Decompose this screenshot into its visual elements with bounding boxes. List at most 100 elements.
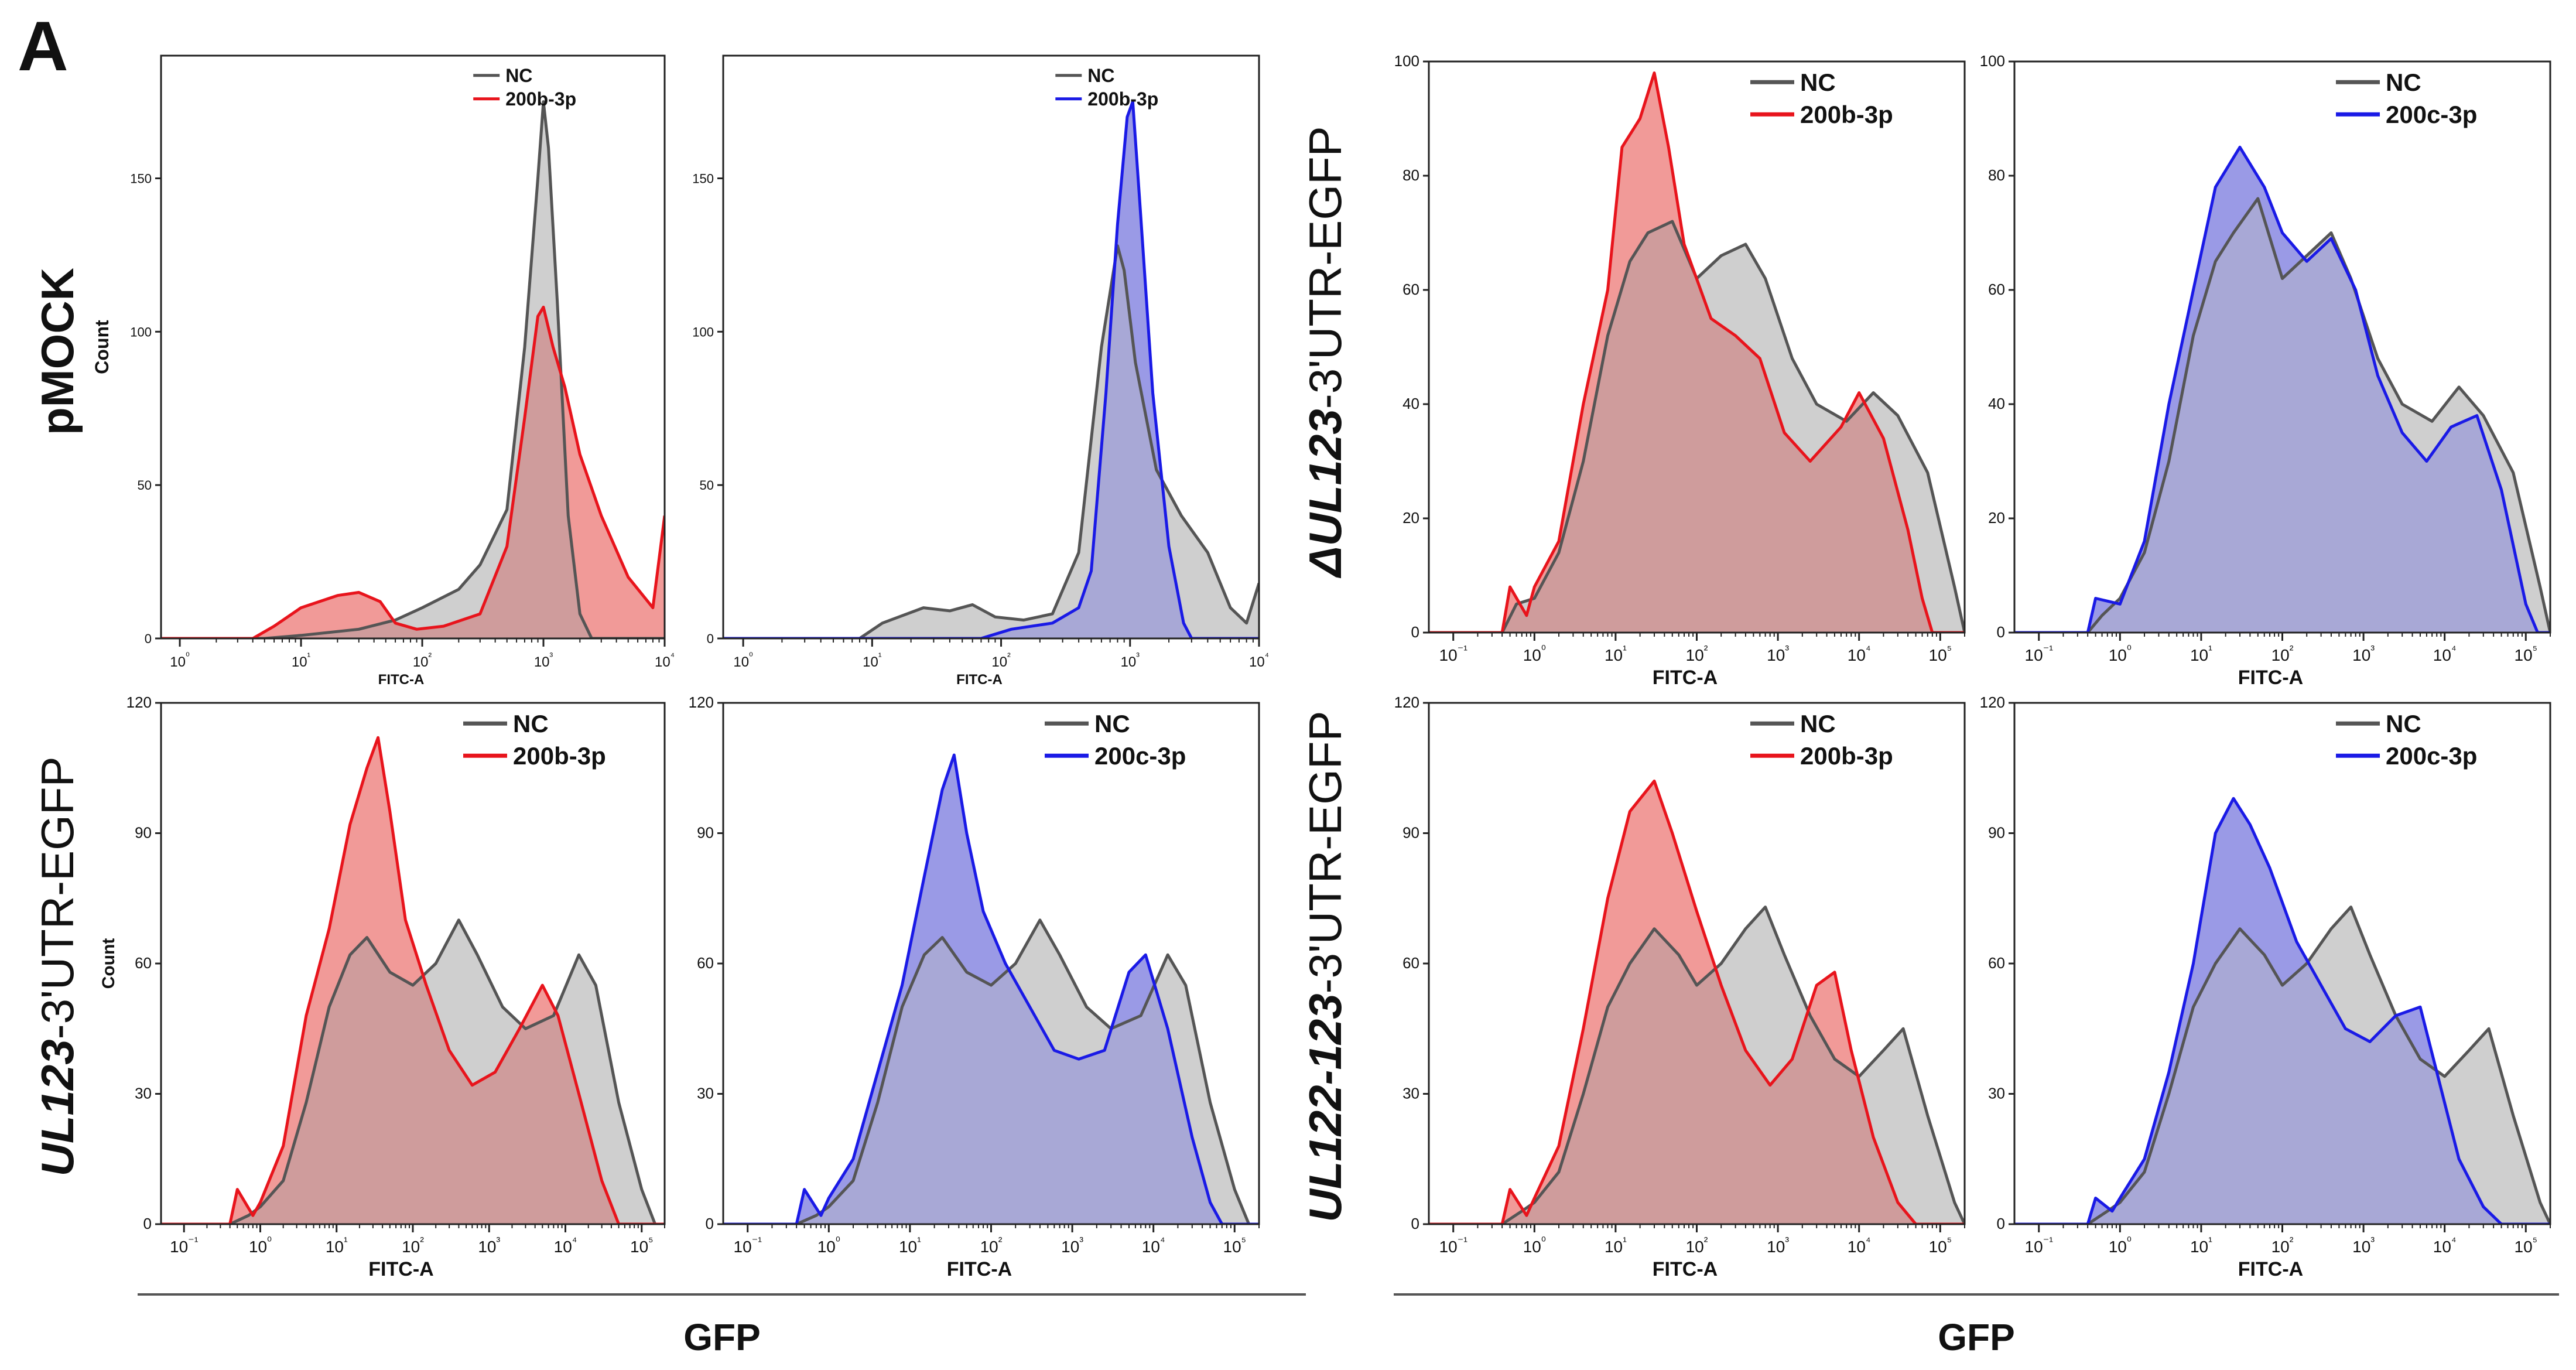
y-tick-label: 60	[697, 954, 714, 972]
x-tick-label: 10⁻¹	[2025, 1235, 2054, 1256]
y-tick-label: 0	[1411, 1215, 1419, 1232]
legend-label-treatment: 200c-3p	[1094, 742, 1186, 770]
x-tick-label: 10³	[478, 1235, 500, 1256]
x-tick-label: 10⁻¹	[2025, 644, 2054, 664]
y-tick-label: 0	[145, 631, 152, 646]
legend-label-treatment: 200b-3p	[1087, 88, 1158, 110]
y-tick-label: 0	[1997, 623, 2005, 641]
y-tick-label: 100	[130, 324, 152, 339]
plot-area	[161, 100, 665, 638]
legend-label-nc: NC	[1094, 710, 1130, 737]
y-tick-label: 120	[126, 693, 152, 711]
y-tick-label: 0	[706, 1215, 714, 1232]
x-tick-label: 10⁴	[1249, 651, 1269, 670]
x-axis-label: FITC-A	[1653, 667, 1718, 689]
x-axis-label: FITC-A	[947, 1258, 1012, 1280]
legend-label-nc: NC	[1800, 710, 1836, 737]
x-tick-label: 10²	[991, 651, 1011, 670]
x-tick-label: 10⁵	[1223, 1235, 1246, 1256]
x-tick-label: 10²	[413, 651, 432, 670]
y-tick-label: 60	[1402, 281, 1419, 298]
x-tick-label: 10⁵	[630, 1235, 653, 1256]
histogram-p8: 0 30 60 90 120 10⁻¹ 10⁰ 10¹ 10² 10³ 10⁴ 10⁵ FITC-A NC…	[1980, 693, 2551, 1280]
x-tick-label: 10⁰	[2109, 1235, 2132, 1256]
treatment-line	[161, 736, 665, 1224]
y-tick-label: 100	[692, 324, 714, 339]
x-tick-label: 10⁴	[554, 1235, 577, 1256]
nc-area	[723, 245, 1259, 638]
overlap-area	[2014, 907, 2550, 1224]
y-tick-label: 60	[1402, 954, 1419, 972]
y-tick-label: 100	[1394, 52, 1419, 70]
x-tick-label: 10⁰	[817, 1235, 840, 1256]
y-tick-label: 120	[689, 693, 714, 711]
row-label-main: UL122-123	[1299, 993, 1351, 1222]
treatment-line	[2014, 797, 2550, 1224]
x-tick-label: 10³	[2352, 1235, 2375, 1256]
overlap-area	[161, 307, 665, 638]
y-tick-label: 90	[135, 824, 152, 842]
x-group-label-right: GFP	[1938, 1316, 2015, 1358]
x-tick-label: 10³	[1767, 644, 1789, 664]
nc-line	[1429, 906, 1965, 1224]
y-tick-label: 20	[1988, 509, 2005, 527]
legend-label-nc: NC	[1800, 69, 1836, 96]
x-tick-label: 10¹	[899, 1235, 921, 1256]
x-tick-label: 10¹	[326, 1235, 348, 1256]
plot-area	[161, 736, 665, 1224]
x-tick-label: 10³	[2352, 644, 2375, 664]
y-tick-label: 90	[1988, 824, 2005, 842]
row-label-main: ΔUL123	[1299, 409, 1351, 578]
y-tick-label: 80	[1402, 166, 1419, 184]
x-tick-label: 10³	[1121, 651, 1140, 670]
y-tick-label: 30	[1402, 1085, 1419, 1102]
legend-label-nc: NC	[513, 710, 549, 737]
row-label-main: pMOCK	[32, 268, 83, 435]
x-tick-label: 10²	[1686, 644, 1708, 664]
plot-area	[2014, 797, 2550, 1224]
x-tick-label: 10⁵	[2515, 1235, 2537, 1256]
y-axis-label: Count	[91, 320, 112, 374]
x-tick-label: 10¹	[863, 651, 882, 670]
x-tick-label: 10⁵	[1929, 1235, 1952, 1256]
row-labels: pMOCKΔUL123-3'UTR-EGFPUL123-3'UTR-EGFPUL…	[32, 126, 1351, 1222]
x-tick-label: 10¹	[2190, 644, 2212, 664]
y-tick-label: 50	[138, 478, 152, 493]
x-axis-label: FITC-A	[1653, 1258, 1718, 1280]
x-tick-label: 10⁴	[1848, 644, 1871, 664]
y-tick-label: 60	[135, 954, 152, 972]
y-tick-label: 90	[1402, 824, 1419, 842]
legend-label-treatment: 200b-3p	[513, 742, 606, 770]
y-tick-label: 120	[1980, 693, 2005, 711]
y-tick-label: 0	[143, 1215, 152, 1232]
x-axis-label: FITC-A	[368, 1258, 433, 1280]
row-label-4: UL122-123-3'UTR-EGFP	[1299, 710, 1351, 1222]
plot-area	[723, 753, 1259, 1224]
x-tick-label: 10⁰	[170, 651, 190, 670]
y-tick-label: 150	[130, 171, 152, 186]
x-tick-label: 10³	[534, 651, 553, 670]
nc-line	[2014, 906, 2550, 1224]
nc-line	[723, 244, 1259, 638]
x-tick-label: 10⁰	[733, 651, 753, 670]
plot-area	[2014, 145, 2550, 633]
row-label-1: pMOCK	[32, 268, 83, 435]
plot-area	[723, 100, 1259, 638]
treatment-line	[723, 100, 1259, 638]
y-axis-label: Count	[99, 938, 118, 989]
legend-label-treatment: 200b-3p	[1800, 742, 1893, 770]
treatment-area	[161, 307, 665, 638]
x-tick-label: 10²	[2271, 644, 2294, 664]
x-tick-label: 10⁴	[2433, 1235, 2457, 1256]
legend-label-nc: NC	[2386, 710, 2421, 737]
x-axis-label: FITC-A	[2238, 667, 2303, 689]
treatment-line	[2014, 145, 2550, 633]
treatment-line	[1429, 780, 1965, 1224]
x-tick-label: 10⁴	[1142, 1235, 1165, 1256]
legend-label-nc: NC	[505, 65, 532, 86]
legend-label-nc: NC	[1087, 65, 1114, 86]
y-tick-label: 30	[135, 1085, 152, 1102]
y-tick-label: 120	[1394, 693, 1419, 711]
